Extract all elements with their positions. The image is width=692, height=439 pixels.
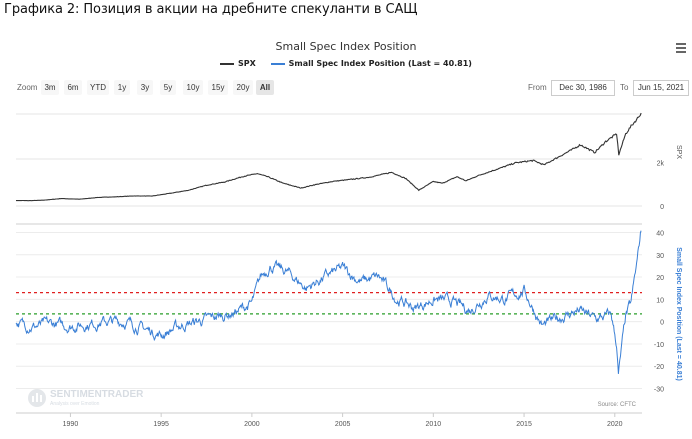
spec-y-tick-label: 20 — [656, 275, 664, 282]
spx-y-axis-ticks: 0 2k — [657, 160, 665, 211]
source-note: Source: CFTC — [598, 402, 637, 408]
watermark-tagline: Analysis over Emotion — [50, 401, 100, 407]
page-caption: Графика 2: Позиция в акции на дребните с… — [4, 2, 418, 17]
spx-y-tick-label: 2k — [657, 160, 665, 167]
to-date-input[interactable]: Jun 15, 2021 — [633, 80, 689, 96]
zoom-ytd-button[interactable]: YTD — [87, 80, 109, 95]
x-tick-label: 1995 — [153, 421, 169, 428]
zoom-10y-button[interactable]: 10y — [183, 80, 203, 95]
spx-y-tick-label: 0 — [660, 204, 664, 211]
zoom-20y-button[interactable]: 20y — [233, 80, 253, 95]
watermark: SENTIMENTRADER Analysis over Emotion — [28, 389, 144, 407]
x-tick-label: 1990 — [63, 421, 79, 428]
menu-icon[interactable] — [676, 43, 686, 53]
zoom-label: Zoom — [17, 83, 38, 92]
x-tick-label: 2015 — [516, 421, 532, 428]
spx-axis-title: SPX — [675, 145, 682, 159]
spec-y-tick-label: -30 — [654, 387, 664, 394]
spec-y-axis-ticks: 40 30 20 10 0 -10 -20 -30 — [654, 230, 664, 393]
spec-y-tick-label: -20 — [654, 364, 664, 371]
from-date-input[interactable]: Dec 30, 1986 — [551, 80, 615, 96]
legend-item-spx[interactable]: SPX — [220, 59, 256, 68]
zoom-all-button[interactable]: All — [256, 80, 274, 95]
spec-axis-title: Small Spec Index Position (Last = 40.81) — [675, 247, 682, 381]
watermark-name: SENTIMENTRADER — [50, 389, 144, 400]
zoom-3y-button[interactable]: 3y — [137, 80, 153, 95]
to-label: To — [620, 83, 629, 92]
from-label: From — [528, 83, 547, 92]
x-axis-ticks: 1990 1995 2000 2005 2010 2015 2020 — [63, 413, 623, 428]
spec-y-tick-label: -10 — [654, 342, 664, 349]
spx-series-line[interactable] — [15, 112, 642, 202]
legend-label-spec: Small Spec Index Position (Last = 40.81) — [288, 59, 472, 68]
x-tick-label: 2005 — [335, 421, 351, 428]
zoom-6m-button[interactable]: 6m — [64, 80, 82, 95]
zoom-15y-button[interactable]: 15y — [208, 80, 228, 95]
legend-item-spec[interactable]: Small Spec Index Position (Last = 40.81) — [270, 59, 472, 68]
spec-y-tick-label: 30 — [656, 253, 664, 260]
zoom-3m-button[interactable]: 3m — [41, 80, 59, 95]
x-tick-label: 2020 — [607, 421, 623, 428]
spec-y-tick-label: 10 — [656, 297, 664, 304]
x-tick-label: 2000 — [244, 421, 260, 428]
zoom-5y-button[interactable]: 5y — [160, 80, 176, 95]
x-tick-label: 2010 — [426, 421, 442, 428]
spec-y-tick-label: 40 — [656, 230, 664, 237]
spec-gridlines — [16, 231, 642, 390]
spec-series-line[interactable] — [15, 230, 642, 374]
chart-title: Small Spec Index Position — [275, 40, 417, 53]
legend-label-spx: SPX — [238, 59, 256, 68]
spec-y-tick-label: 0 — [660, 320, 664, 327]
legend: SPX Small Spec Index Position (Last = 40… — [0, 59, 692, 68]
zoom-1y-button[interactable]: 1y — [114, 80, 130, 95]
